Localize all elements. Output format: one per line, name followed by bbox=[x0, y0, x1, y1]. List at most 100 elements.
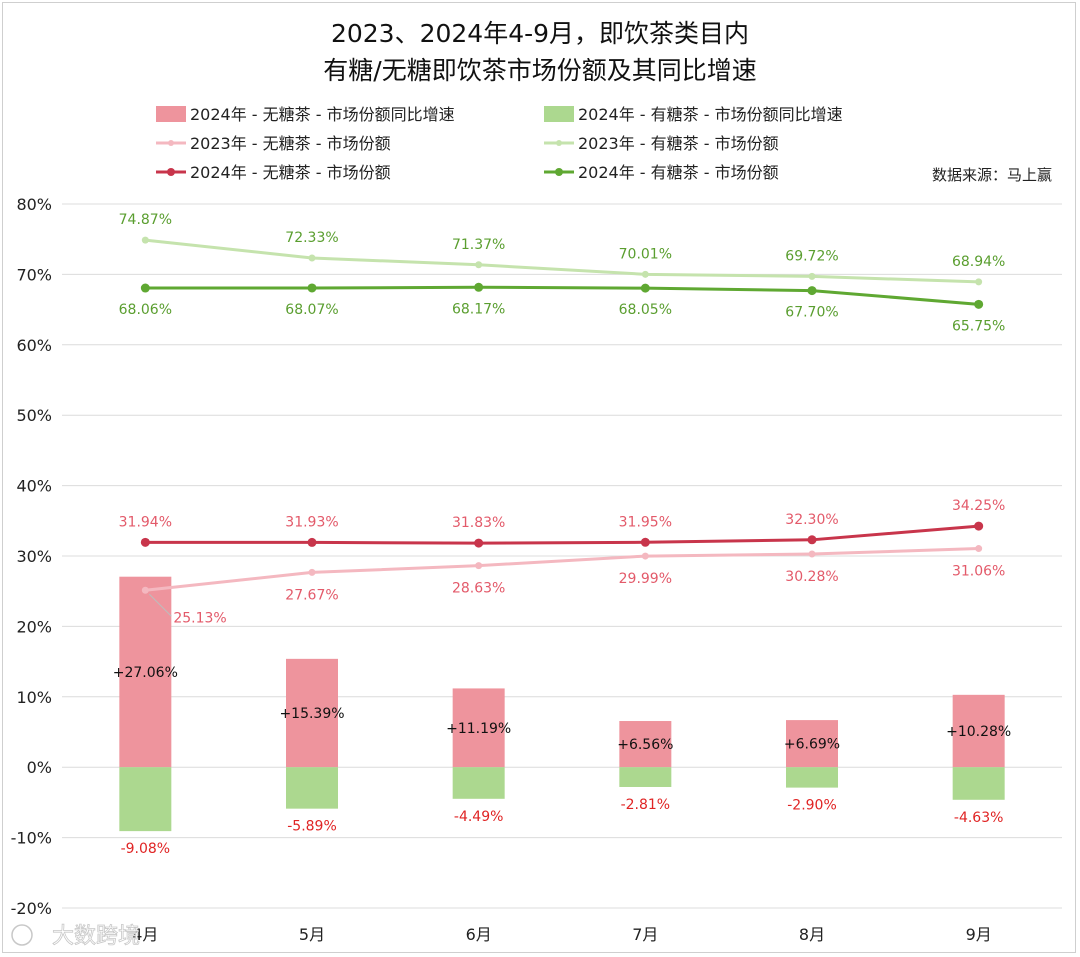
data-label: -4.63% bbox=[954, 810, 1004, 826]
line-unsweet-2023-line bbox=[145, 547, 979, 592]
grid bbox=[62, 203, 1062, 909]
x-tick-label: 4月 bbox=[132, 925, 158, 944]
legend: 2024年 - 无糖茶 - 市场份额同比增速 2024年 - 有糖茶 - 市场份额… bbox=[156, 105, 843, 182]
y-tick-label: -10% bbox=[11, 829, 52, 848]
data-label: 25.13% bbox=[173, 610, 226, 626]
x-tick-label: 8月 bbox=[799, 925, 825, 944]
y-tick-label: 50% bbox=[16, 406, 52, 425]
data-label: +15.39% bbox=[279, 706, 344, 722]
line-unsweet-2024-point bbox=[307, 537, 317, 547]
bar-unsweet-growth bbox=[786, 720, 838, 768]
data-label: 32.30% bbox=[785, 512, 838, 528]
line-sweet-2024-point bbox=[974, 299, 984, 309]
line-sweet-2024-point bbox=[307, 283, 317, 293]
line-unsweet-2024-point bbox=[640, 537, 650, 547]
line-sweet-2023-line bbox=[145, 238, 979, 284]
line-unsweet-2023-point bbox=[475, 562, 483, 570]
data-label: 71.37% bbox=[452, 237, 505, 253]
y-tick-label: 60% bbox=[16, 336, 52, 355]
data-label: 31.93% bbox=[285, 514, 338, 530]
legend-label: 2024年 - 有糖茶 - 市场份额 bbox=[578, 163, 779, 182]
line-unsweet-2023-point bbox=[975, 545, 983, 553]
legend-swatch-marker bbox=[168, 140, 174, 146]
data-label: +6.69% bbox=[784, 737, 840, 753]
data-label: +27.06% bbox=[113, 665, 178, 681]
line-sweet-2023-point bbox=[308, 254, 316, 262]
legend-swatch bbox=[544, 106, 574, 122]
line-sweet-2023-point bbox=[141, 236, 149, 244]
y-tick-label: 70% bbox=[16, 265, 52, 284]
line-unsweet-2024-line bbox=[145, 524, 979, 545]
line-sweet-2024-point bbox=[474, 282, 484, 292]
data-label: 68.17% bbox=[452, 301, 505, 317]
bar-sweet-growth bbox=[452, 767, 505, 799]
chart-title-line-1: 2023、2024年4-9月，即饮茶类目内 bbox=[331, 19, 749, 48]
data-label: 72.33% bbox=[285, 230, 338, 246]
lines bbox=[140, 236, 984, 594]
line-sweet-2024-point bbox=[640, 283, 650, 293]
bar-unsweet-growth bbox=[619, 721, 672, 768]
bars bbox=[119, 576, 1005, 832]
data-label: -5.89% bbox=[287, 819, 337, 835]
legend-label: 2024年 - 无糖茶 - 市场份额同比增速 bbox=[190, 105, 455, 124]
data-label: 68.06% bbox=[119, 302, 172, 318]
x-tick-label: 9月 bbox=[966, 925, 992, 944]
bar-unsweet-growth bbox=[452, 688, 505, 768]
y-tick-label: 30% bbox=[16, 547, 52, 566]
data-label: 28.63% bbox=[452, 581, 505, 597]
x-axis: 4月 5月 6月 7月 8月 9月 bbox=[132, 925, 992, 944]
data-label: 69.72% bbox=[785, 248, 838, 264]
legend-swatch bbox=[156, 106, 186, 122]
bar-unsweet-growth bbox=[119, 576, 172, 768]
line-unsweet-2023-point bbox=[641, 552, 649, 560]
data-label: -9.08% bbox=[121, 841, 171, 857]
line-unsweet-2024-point bbox=[140, 537, 150, 547]
line-unsweet-2024-point bbox=[974, 521, 984, 531]
line-unsweet-2023-point bbox=[308, 568, 316, 576]
data-label: 70.01% bbox=[619, 246, 672, 262]
data-label: +6.56% bbox=[617, 737, 673, 753]
x-tick-label: 6月 bbox=[466, 925, 492, 944]
legend-swatch-marker bbox=[167, 168, 175, 176]
line-sweet-2024-point bbox=[140, 283, 150, 293]
data-label: 68.94% bbox=[952, 254, 1005, 270]
y-tick-label: 40% bbox=[16, 477, 52, 496]
line-unsweet-2024-point bbox=[474, 538, 484, 548]
data-label: 30.28% bbox=[785, 569, 838, 585]
line-unsweet-2024-point bbox=[807, 535, 817, 545]
label-leader-line bbox=[148, 593, 172, 617]
data-label: +11.19% bbox=[446, 721, 511, 737]
bar-sweet-growth bbox=[786, 767, 838, 788]
data-label: 67.70% bbox=[785, 305, 838, 321]
data-label: -2.81% bbox=[621, 797, 671, 813]
y-tick-label: 20% bbox=[16, 617, 52, 636]
data-label: 29.99% bbox=[619, 571, 672, 587]
y-tick-label: 80% bbox=[16, 195, 52, 214]
data-label: 65.75% bbox=[952, 318, 1005, 334]
data-label: 31.83% bbox=[452, 515, 505, 531]
x-tick-label: 7月 bbox=[632, 925, 658, 944]
line-unsweet-2023-point bbox=[808, 550, 816, 558]
legend-swatch-marker bbox=[556, 140, 562, 146]
legend-label: 2024年 - 有糖茶 - 市场份额同比增速 bbox=[578, 105, 843, 124]
data-label: 27.67% bbox=[285, 587, 338, 603]
line-sweet-2023-point bbox=[475, 261, 483, 269]
chart-title: 2023、2024年4-9月，即饮茶类目内 有糖/无糖即饮茶市场份额及其同比增速 bbox=[323, 19, 756, 85]
bar-sweet-growth bbox=[119, 767, 172, 832]
bar-sweet-growth bbox=[619, 767, 672, 787]
chart-title-line-2: 有糖/无糖即饮茶市场份额及其同比增速 bbox=[323, 56, 756, 85]
bar-sweet-growth bbox=[286, 767, 338, 809]
data-label: +10.28% bbox=[946, 724, 1011, 740]
y-tick-label: 10% bbox=[16, 688, 52, 707]
data-label: -4.49% bbox=[454, 809, 504, 825]
line-sweet-2024-line bbox=[145, 285, 979, 306]
y-axis: 80% 70% 60% 50% 40% 30% 20% 10% 0% -10% -20% bbox=[11, 195, 52, 918]
data-label: 74.87% bbox=[119, 212, 172, 228]
y-tick-label: -20% bbox=[11, 899, 52, 918]
data-labels: 74.87% 72.33% 71.37% 70.01% 69.72% 68.94% 68.0… bbox=[113, 212, 1011, 857]
line-sweet-2024-point bbox=[807, 286, 817, 296]
data-label: 34.25% bbox=[952, 498, 1005, 514]
data-label: 31.06% bbox=[952, 564, 1005, 580]
